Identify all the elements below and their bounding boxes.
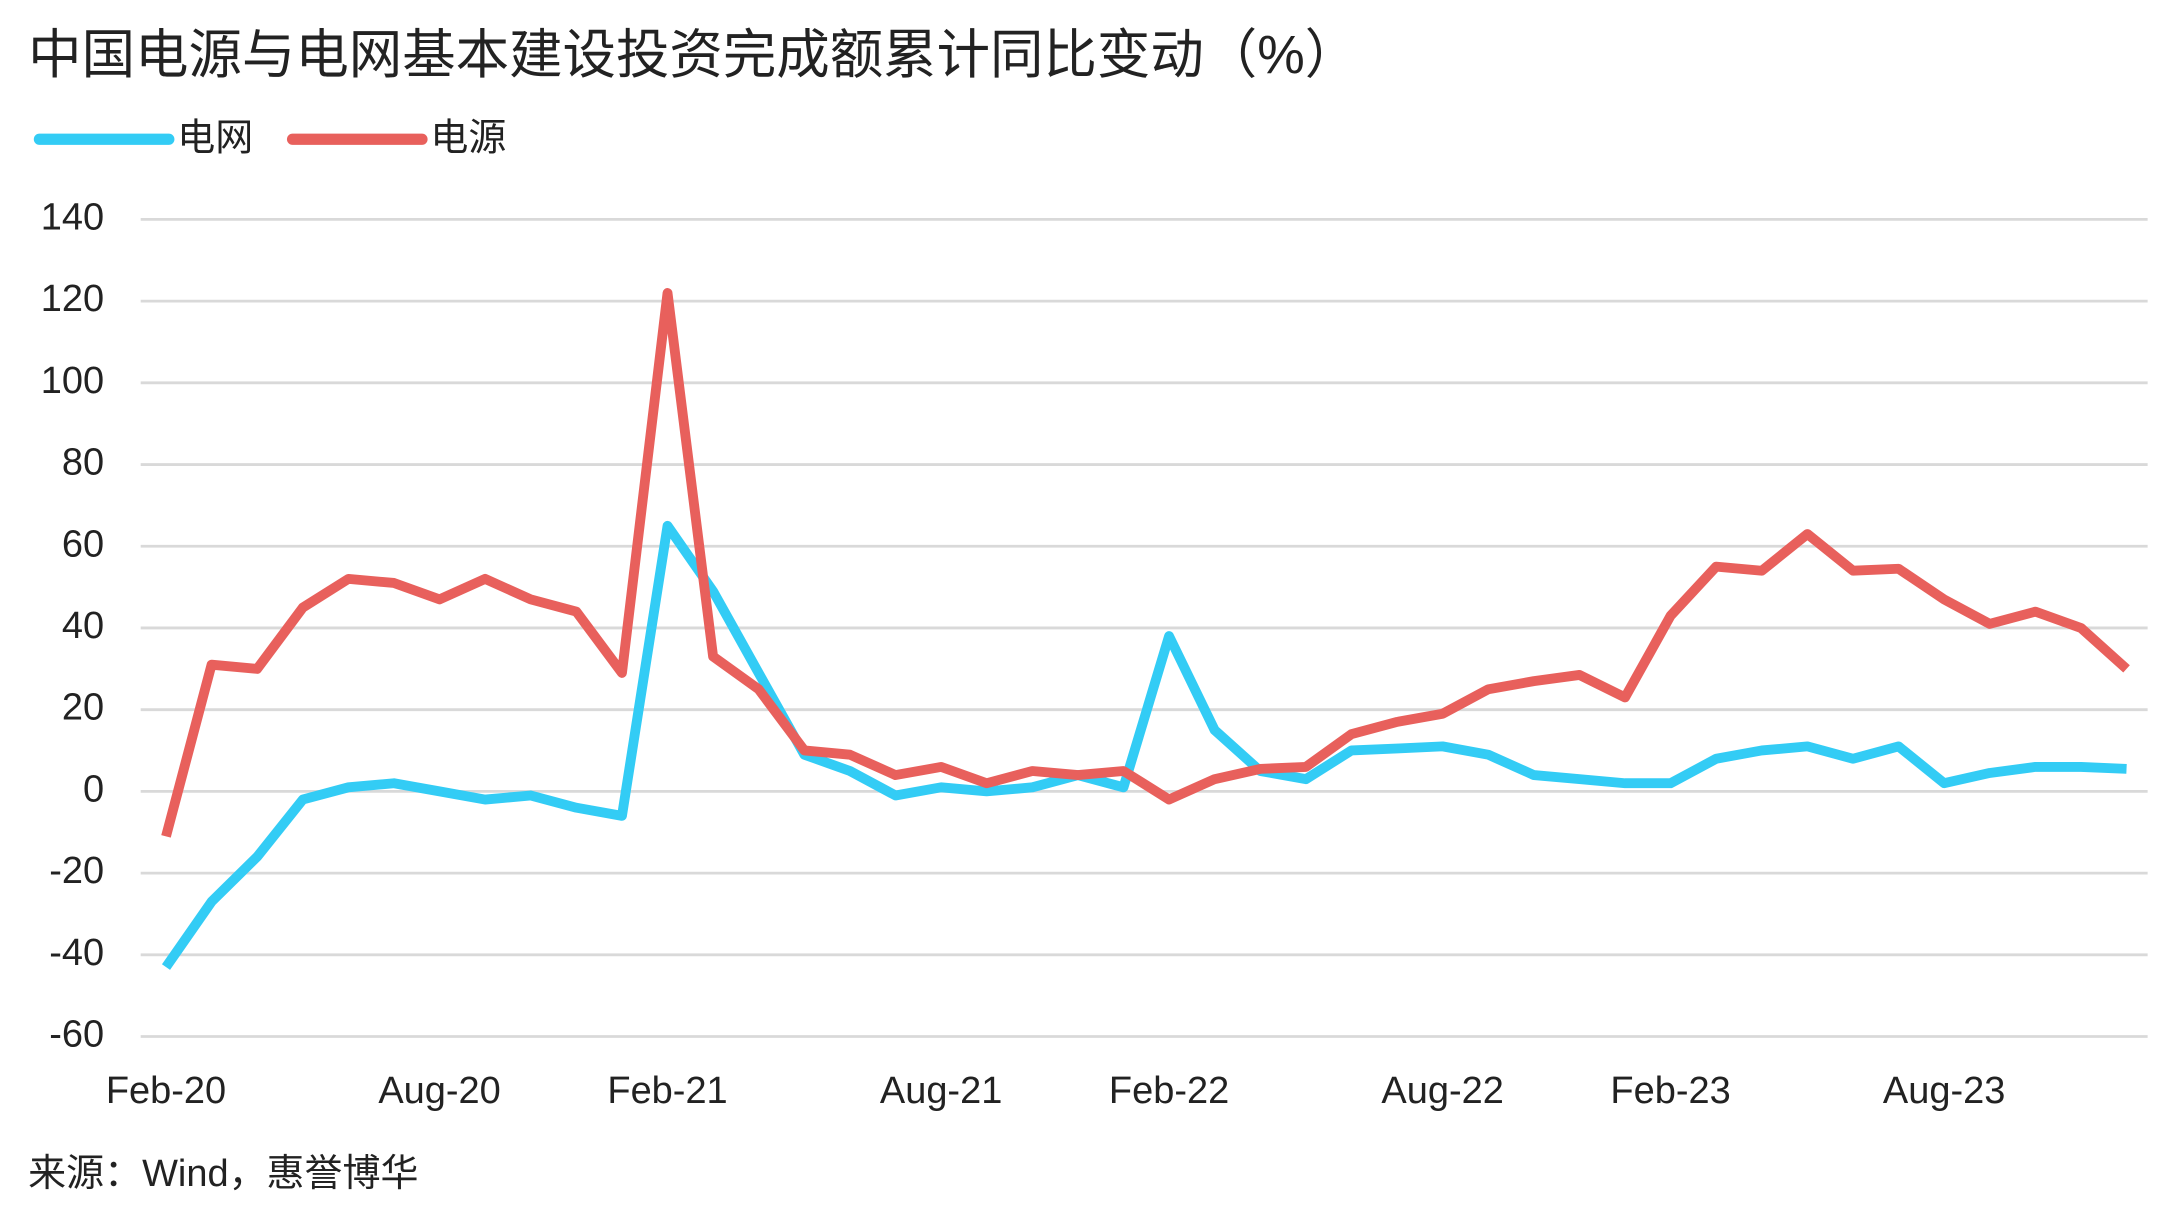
- legend-label: 电网: [177, 118, 253, 160]
- x-tick-label: Feb-23: [1610, 1070, 1730, 1112]
- chart-title: 中国电源与电网基本建设投资完成额累计同比变动（%）: [28, 26, 1358, 85]
- y-tick-label: 40: [62, 605, 104, 647]
- y-tick-label: 80: [62, 442, 104, 484]
- y-tick-label: -20: [49, 850, 104, 892]
- x-tick-label: Aug-23: [1883, 1070, 2005, 1112]
- y-tick-label: 120: [41, 278, 104, 320]
- x-tick-label: Aug-22: [1381, 1070, 1503, 1112]
- y-tick-label: 20: [62, 687, 104, 729]
- x-tick-label: Feb-22: [1109, 1070, 1229, 1112]
- x-tick-label: Aug-20: [378, 1070, 500, 1112]
- y-tick-label: 140: [41, 196, 104, 238]
- y-tick-label: -40: [49, 932, 104, 974]
- x-tick-label: Feb-21: [607, 1070, 727, 1112]
- series-line: [161, 520, 2127, 970]
- x-tick-label: Aug-21: [880, 1070, 1002, 1112]
- y-tick-label: -60: [49, 1014, 104, 1056]
- legend-label: 电源: [430, 118, 506, 160]
- x-tick-label: Feb-20: [106, 1070, 226, 1112]
- source-note: 来源：Wind，惠誉博华: [28, 1153, 418, 1195]
- series-line: [161, 288, 2130, 838]
- y-tick-label: 60: [62, 523, 104, 565]
- y-tick-label: 0: [83, 768, 104, 810]
- y-tick-label: 100: [41, 360, 104, 402]
